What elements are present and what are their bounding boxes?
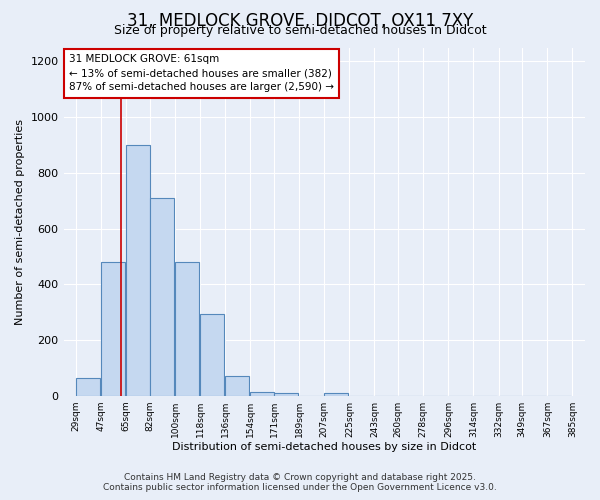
Bar (250, 392, 274, 396)
Bar (126, 145, 150, 396)
Text: 31 MEDLOCK GROVE: 61sqm
← 13% of semi-detached houses are smaller (382)
87% of s: 31 MEDLOCK GROVE: 61sqm ← 13% of semi-de… (69, 54, 334, 92)
Bar (150, 198, 173, 396)
Text: Contains HM Land Registry data © Crown copyright and database right 2025.
Contai: Contains HM Land Registry data © Crown c… (103, 473, 497, 492)
Bar (76, 378, 100, 396)
Bar (324, 393, 348, 396)
Y-axis label: Number of semi-detached properties: Number of semi-detached properties (15, 118, 25, 324)
Bar (225, 376, 249, 396)
Bar (101, 262, 125, 396)
Bar (274, 393, 298, 396)
Bar (175, 262, 199, 396)
Text: Size of property relative to semi-detached houses in Didcot: Size of property relative to semi-detach… (113, 24, 487, 37)
X-axis label: Distribution of semi-detached houses by size in Didcot: Distribution of semi-detached houses by … (172, 442, 476, 452)
Text: 31, MEDLOCK GROVE, DIDCOT, OX11 7XY: 31, MEDLOCK GROVE, DIDCOT, OX11 7XY (127, 12, 473, 30)
Bar (200, 314, 224, 396)
